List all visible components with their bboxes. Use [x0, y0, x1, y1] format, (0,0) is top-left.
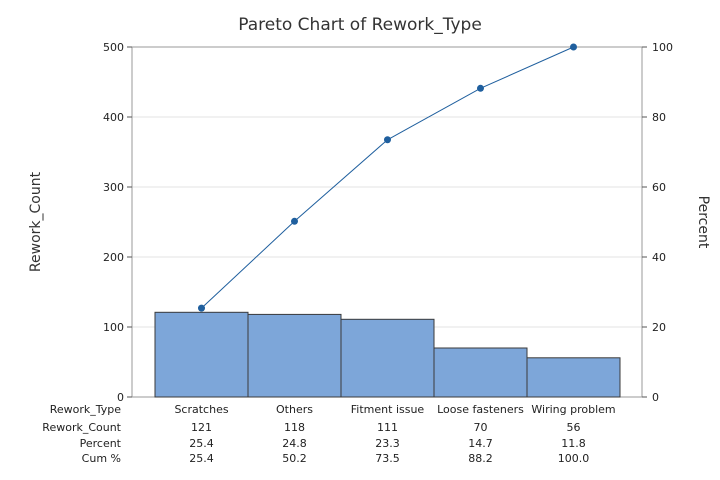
y-tick-label: 300	[103, 181, 124, 194]
y-tick-label: 0	[117, 391, 124, 404]
y2-tick-label: 20	[652, 321, 666, 334]
cumulative-point	[198, 304, 205, 312]
y-tick-label: 500	[103, 41, 124, 54]
table-cell: Fitment issue	[351, 403, 425, 416]
cumulative-line	[201, 46, 574, 309]
y-axis-label: Rework_Count	[28, 171, 44, 272]
table-cell: 25.4	[189, 452, 214, 465]
table-cell: 23.3	[375, 437, 400, 450]
y2-tick-label: 80	[652, 111, 666, 124]
table-cell: Wiring problem	[531, 403, 615, 416]
y2-tick-label: 100	[652, 41, 673, 54]
table-cell: 11.8	[561, 437, 586, 450]
table-cell: Others	[276, 403, 313, 416]
y2-axis-label: Percent	[695, 196, 711, 249]
y-tick-label: 100	[103, 321, 124, 334]
y2-tick-label: 0	[652, 391, 659, 404]
cumulative-point	[291, 217, 298, 225]
table-cell: 111	[377, 421, 398, 434]
cumulative-point	[384, 136, 391, 144]
bar	[526, 357, 621, 398]
table-cell: 88.2	[468, 452, 493, 465]
table-cell: 25.4	[189, 437, 214, 450]
table-cell: 56	[567, 421, 581, 434]
table-cell: Loose fasteners	[437, 403, 524, 416]
cumulative-point	[570, 43, 577, 51]
y2-tick-label: 40	[652, 251, 666, 264]
table-cell: 118	[284, 421, 305, 434]
table-cell: 70	[474, 421, 488, 434]
bar	[433, 347, 528, 398]
y-tick-label: 200	[103, 251, 124, 264]
table-cell: Scratches	[174, 403, 228, 416]
y-tick-label: 400	[103, 111, 124, 124]
table-row-label: Rework_Count	[42, 421, 121, 434]
table-cell: 121	[191, 421, 212, 434]
table-cell: 14.7	[468, 437, 493, 450]
y2-tick-label: 60	[652, 181, 666, 194]
table-row-label: Cum %	[82, 452, 121, 465]
cumulative-point	[477, 84, 484, 92]
plot-area: 0 100 200 300 400 500 0 20 40 60 80 100	[103, 41, 673, 404]
table-row-label: Rework_Type	[50, 403, 122, 416]
bar	[154, 311, 249, 398]
bar	[247, 313, 342, 398]
data-table: Rework_Type Scratches Others Fitment issue L…	[42, 403, 615, 465]
table-cell: 100.0	[558, 452, 590, 465]
table-row-label: Percent	[80, 437, 122, 450]
table-cell: 50.2	[282, 452, 307, 465]
table-cell: 24.8	[282, 437, 307, 450]
chart-title: Pareto Chart of Rework_Type	[238, 15, 482, 35]
table-cell: 73.5	[375, 452, 400, 465]
bar	[340, 318, 435, 398]
